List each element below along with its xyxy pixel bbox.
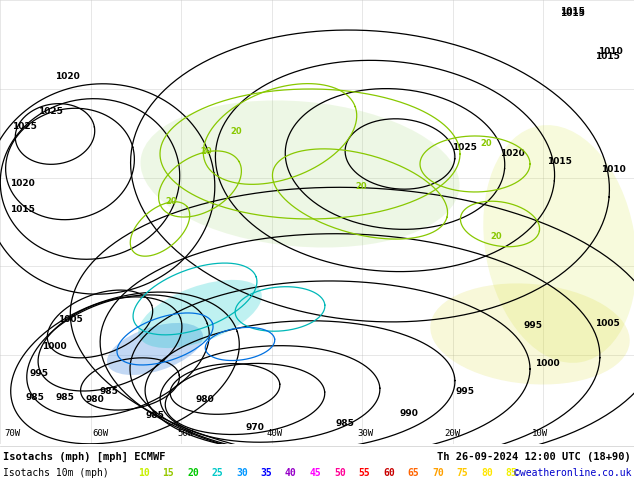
- Bar: [333, 457, 356, 468]
- Text: 80: 80: [481, 468, 493, 478]
- Text: 15: 15: [162, 468, 174, 478]
- Text: 65: 65: [408, 468, 419, 478]
- Text: 995: 995: [523, 321, 542, 330]
- Text: 980: 980: [195, 395, 214, 404]
- Text: 30W: 30W: [357, 429, 373, 438]
- Bar: [186, 457, 209, 468]
- Ellipse shape: [483, 125, 634, 363]
- Text: 1025: 1025: [12, 122, 37, 131]
- Text: 985: 985: [25, 393, 44, 402]
- Text: Isotachs (mph) [mph] ECMWF: Isotachs (mph) [mph] ECMWF: [3, 452, 165, 462]
- Bar: [235, 457, 257, 468]
- Text: 980: 980: [85, 395, 104, 404]
- Text: 10: 10: [138, 468, 150, 478]
- Text: 70W: 70W: [4, 429, 20, 438]
- Text: ©weatheronline.co.uk: ©weatheronline.co.uk: [514, 468, 631, 478]
- Text: 40: 40: [285, 468, 297, 478]
- Bar: [455, 457, 478, 468]
- Text: 1015: 1015: [547, 157, 572, 166]
- Bar: [259, 457, 282, 468]
- Text: 985: 985: [100, 387, 119, 396]
- Text: 1015: 1015: [10, 205, 35, 214]
- Text: 55: 55: [358, 468, 370, 478]
- Text: 35: 35: [261, 468, 272, 478]
- Bar: [505, 457, 527, 468]
- Bar: [382, 457, 404, 468]
- Text: 90: 90: [530, 468, 541, 478]
- Bar: [358, 457, 380, 468]
- Text: 20: 20: [187, 468, 198, 478]
- Text: 1020: 1020: [10, 179, 35, 188]
- Text: 20: 20: [490, 232, 501, 241]
- Text: 1010: 1010: [601, 165, 626, 174]
- Text: 40W: 40W: [267, 429, 283, 438]
- Text: 20: 20: [165, 197, 177, 206]
- Text: 60: 60: [383, 468, 395, 478]
- Text: 995: 995: [30, 369, 49, 378]
- Bar: [529, 457, 552, 468]
- Text: Isotachs 10m (mph): Isotachs 10m (mph): [3, 468, 109, 478]
- Text: Th 26-09-2024 12:00 UTC (18+90): Th 26-09-2024 12:00 UTC (18+90): [437, 452, 631, 462]
- Bar: [137, 457, 160, 468]
- Ellipse shape: [107, 323, 203, 375]
- Text: 50: 50: [334, 468, 346, 478]
- Text: 1015: 1015: [560, 7, 585, 16]
- Text: 995: 995: [455, 387, 474, 396]
- Bar: [309, 457, 331, 468]
- Text: 50W: 50W: [177, 429, 193, 438]
- Text: 1005: 1005: [595, 319, 620, 328]
- Text: 985: 985: [55, 393, 74, 402]
- Text: 20: 20: [230, 127, 242, 136]
- Text: 60W: 60W: [92, 429, 108, 438]
- Bar: [162, 457, 184, 468]
- Text: 1000: 1000: [42, 342, 67, 351]
- Bar: [431, 457, 453, 468]
- Text: 985: 985: [335, 419, 354, 428]
- Bar: [210, 457, 233, 468]
- Bar: [480, 457, 503, 468]
- Text: 1005: 1005: [58, 315, 83, 324]
- Text: 970: 970: [245, 423, 264, 432]
- Text: 1015: 1015: [595, 52, 620, 61]
- Text: 1020: 1020: [500, 149, 525, 158]
- Text: 75: 75: [456, 468, 469, 478]
- Text: 985: 985: [145, 411, 164, 420]
- Bar: [284, 457, 306, 468]
- Text: 20: 20: [480, 139, 491, 148]
- Text: 20: 20: [355, 182, 366, 191]
- Text: 85: 85: [505, 468, 517, 478]
- Text: 10W: 10W: [532, 429, 548, 438]
- Text: 1000: 1000: [535, 359, 560, 368]
- Bar: [406, 457, 429, 468]
- Text: 20W: 20W: [444, 429, 460, 438]
- Text: 1025: 1025: [38, 107, 63, 116]
- Text: 1010: 1010: [598, 47, 623, 56]
- Text: 990: 990: [400, 409, 419, 418]
- Text: 1020: 1020: [55, 72, 80, 81]
- Text: 30: 30: [236, 468, 248, 478]
- Text: 45: 45: [309, 468, 321, 478]
- Ellipse shape: [430, 283, 630, 385]
- Text: 25: 25: [212, 468, 223, 478]
- Text: 1015: 1015: [560, 9, 585, 18]
- Ellipse shape: [138, 280, 262, 348]
- Text: 20: 20: [200, 147, 212, 156]
- Text: 1025: 1025: [452, 143, 477, 152]
- Text: 70: 70: [432, 468, 444, 478]
- Ellipse shape: [141, 100, 460, 247]
